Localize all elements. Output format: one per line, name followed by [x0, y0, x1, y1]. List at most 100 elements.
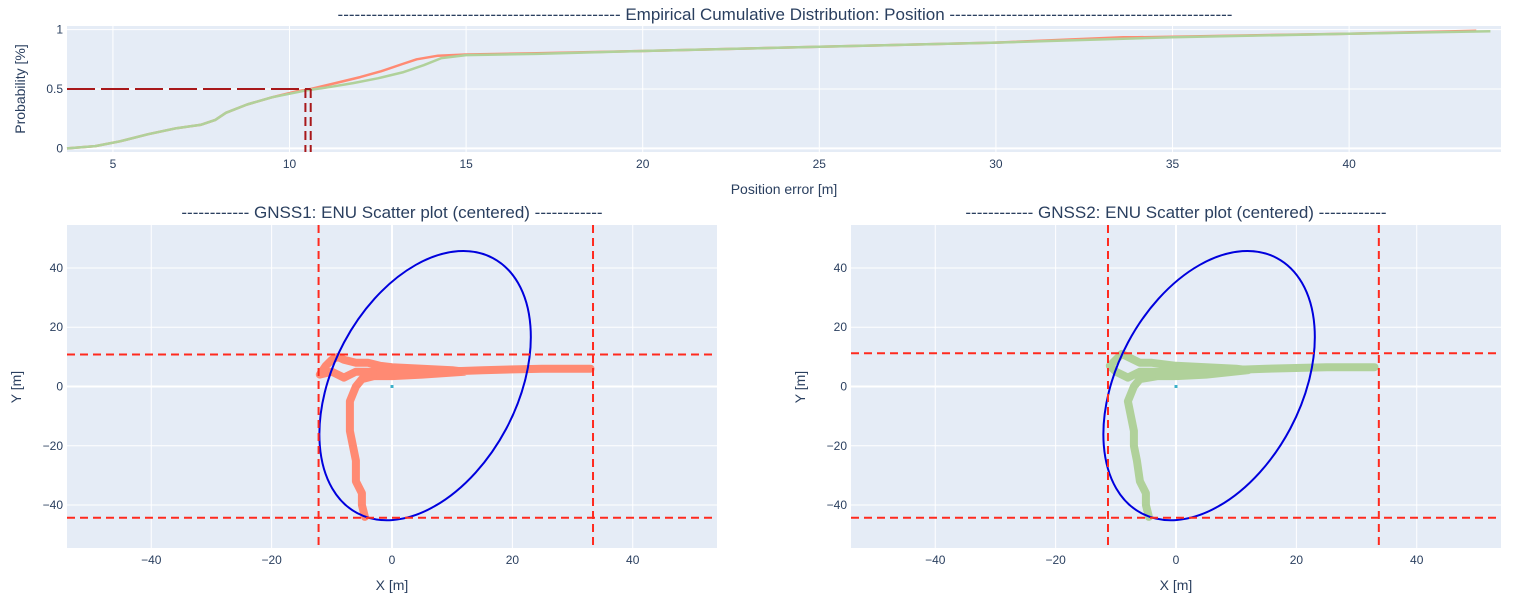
gnss1-point	[346, 427, 353, 434]
gnss2-point	[1112, 356, 1119, 363]
gnss1-point	[407, 368, 414, 375]
gnss2-point	[1203, 364, 1210, 371]
gnss2-point	[1136, 478, 1143, 485]
gnss1-y-tick-label: 40	[50, 261, 64, 275]
gnss2-y-tick-label: 0	[840, 380, 847, 394]
gnss1-x-tick-label: 20	[506, 553, 520, 567]
ecdf-x-tick-label: 25	[813, 157, 827, 171]
ecdf-x-axis-label: Position error [m]	[731, 181, 838, 197]
gnss1-y-tick-label: −20	[43, 439, 64, 453]
gnss1-x-ticks: −40 −20 0 20 40	[141, 553, 640, 567]
ecdf-x-ticks: 5 10 15 20 25 30 35 40	[110, 157, 1357, 171]
gnss1-x-tick-label: 0	[389, 553, 396, 567]
gnss1-point	[352, 368, 359, 375]
gnss1-y-axis-label: Y [m]	[8, 371, 24, 403]
gnss1-point	[389, 364, 395, 371]
ecdf-x-tick-label: 5	[110, 157, 117, 171]
gnss2-point	[1136, 368, 1143, 375]
gnss2-point	[1142, 502, 1149, 509]
gnss2-point	[1136, 376, 1143, 383]
ecdf-x-tick-label: 40	[1342, 157, 1356, 171]
ecdf-y-ticks: 00.51	[46, 23, 63, 156]
gnss2-y-tick-label: −20	[827, 439, 848, 453]
gnss2-title: ------------ GNSS2: ENU Scatter plot (ce…	[965, 203, 1386, 222]
gnss1-point	[340, 374, 347, 381]
gnss1-center-marker	[390, 385, 394, 388]
gnss1-point	[358, 502, 365, 509]
gnss1-point	[328, 356, 335, 363]
ecdf-x-tick-label: 15	[459, 157, 473, 171]
gnss2-point	[1106, 362, 1113, 369]
gnss2-point	[1160, 361, 1167, 368]
gnss2-x-axis-label: X [m]	[1160, 577, 1193, 593]
gnss1-point	[352, 383, 359, 390]
gnss2-point	[1203, 371, 1210, 378]
gnss1-point	[364, 359, 371, 366]
gnss2-point	[1130, 427, 1137, 434]
gnss1-title: ------------ GNSS1: ENU Scatter plot (ce…	[181, 203, 602, 222]
gnss2-point	[1124, 353, 1131, 360]
gnss1-point	[352, 359, 359, 366]
gnss1-point	[461, 368, 468, 375]
gnss2-point	[1130, 442, 1137, 449]
ecdf-panel: ----------------------------------------…	[12, 5, 1501, 197]
ecdf-y-tick-label: 1	[56, 23, 63, 37]
gnss1-confidence-ellipse	[318, 249, 532, 522]
gnss2-point	[1154, 368, 1161, 375]
gnss2-y-axis-label: Y [m]	[792, 371, 808, 403]
gnss2-x-tick-label: −20	[1045, 553, 1066, 567]
gnss2-y-ticks: −40 −20 0 20 40	[827, 261, 848, 512]
ecdf-series-line	[66, 30, 1491, 150]
gnss1-point	[349, 442, 356, 449]
gnss2-point	[1148, 359, 1155, 366]
gnss1-point	[419, 365, 426, 372]
gnss1-marks	[67, 225, 717, 548]
ecdf-x-tick-label: 35	[1166, 157, 1180, 171]
gnss1-point	[389, 373, 395, 380]
gnss1-y-tick-label: 0	[56, 380, 63, 394]
gnss2-point	[1142, 490, 1149, 497]
gnss1-x-tick-label: 40	[626, 553, 640, 567]
gnss1-point	[358, 376, 365, 383]
gnss1-grid	[67, 225, 717, 548]
gnss2-x-tick-label: 40	[1410, 553, 1424, 567]
gnss1-point	[479, 367, 486, 374]
gnss2-confidence-ellipse	[1102, 249, 1316, 522]
ecdf-x-tick-label: 10	[283, 157, 297, 171]
gnss2-point	[1124, 398, 1131, 405]
gnss2-x-tick-label: 0	[1173, 553, 1180, 567]
gnss1-y-tick-label: −40	[43, 498, 64, 512]
ecdf-y-tick-label: 0	[56, 141, 63, 155]
gnss2-marks	[851, 225, 1501, 548]
gnss2-point	[1323, 364, 1330, 371]
gnss2-point	[1233, 365, 1240, 372]
gnss2-x-tick-label: 20	[1290, 553, 1304, 567]
gnss2-point	[1173, 373, 1179, 380]
gnss2-point	[1130, 383, 1137, 390]
gnss2-point	[1221, 367, 1228, 374]
ecdf-marks	[66, 29, 1491, 152]
gnss2-x-ticks: −40 −20 0 20 40	[925, 553, 1424, 567]
gnss2-center-marker	[1174, 385, 1178, 388]
gnss2-point	[1173, 362, 1179, 369]
gnss1-x-axis-label: X [m]	[376, 577, 409, 593]
gnss1-point	[370, 373, 377, 380]
gnss1-point	[358, 490, 365, 497]
ecdf-y-tick-label: 0.5	[46, 82, 63, 96]
gnss2-point	[1133, 457, 1140, 464]
gnss1-track	[315, 352, 595, 521]
ecdf-title: ----------------------------------------…	[338, 5, 1233, 24]
gnss2-point	[1371, 364, 1378, 371]
gnss2-point	[1154, 373, 1161, 380]
gnss1-point	[370, 368, 377, 375]
gnss1-point	[352, 457, 359, 464]
gnss1-point	[340, 356, 347, 363]
gnss2-point	[1124, 374, 1131, 381]
gnss1-point	[539, 365, 546, 372]
gnss2-panel: ------------ GNSS2: ENU Scatter plot (ce…	[792, 203, 1501, 593]
gnss2-x-tick-label: −40	[925, 553, 946, 567]
ecdf-y-axis-label: Probability [%]	[12, 44, 28, 133]
gnss2-point	[1191, 367, 1198, 374]
gnss2-y-tick-label: −40	[827, 498, 848, 512]
